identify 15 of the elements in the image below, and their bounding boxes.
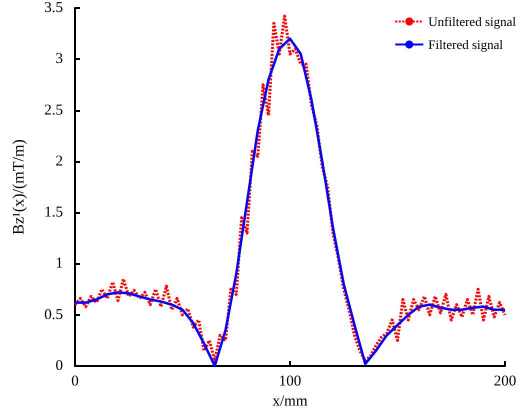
- y-tick-label: 3: [56, 51, 63, 68]
- y-tick-label: 2.5: [44, 102, 63, 118]
- x-tick-label: 200: [494, 374, 516, 390]
- y-tick-label: 0.5: [44, 306, 63, 323]
- x-axis-title: x/mm: [272, 393, 308, 410]
- x-tick-label: 100: [278, 374, 302, 390]
- y-tick-label: 2: [56, 153, 63, 170]
- y-axis-title: Bz¹(x)/(mT/m): [10, 139, 28, 235]
- y-tick-label: 0: [56, 358, 63, 374]
- x-tick-label: 0: [71, 374, 79, 390]
- y-tick-label: 1: [56, 256, 63, 272]
- y-tick-label: 1.5: [44, 204, 63, 221]
- y-tick-label: 3.5: [44, 0, 63, 16]
- legend-label: Filtered signal: [428, 37, 504, 52]
- legend-label: Unfiltered signal: [428, 14, 516, 29]
